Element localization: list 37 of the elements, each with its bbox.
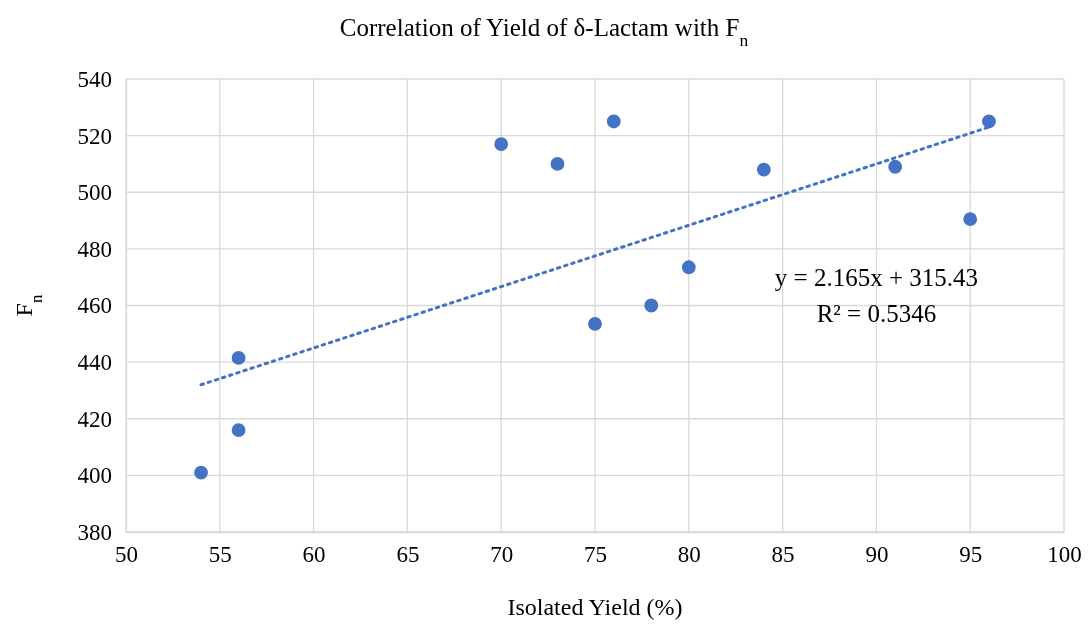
x-tick-label: 80 <box>677 542 701 568</box>
x-tick-label: 100 <box>1047 542 1082 568</box>
y-tick-label: 500 <box>77 180 112 206</box>
x-tick-label: 65 <box>396 542 420 568</box>
x-tick-label: 85 <box>771 542 795 568</box>
point <box>588 317 602 331</box>
point <box>194 465 208 480</box>
y-tick-label: 380 <box>77 519 112 545</box>
x-tick-label: 95 <box>959 542 983 568</box>
annotation: R² = 0.5346 <box>816 300 937 328</box>
x-tick-label: 55 <box>208 542 232 568</box>
point <box>606 114 621 129</box>
point <box>494 137 509 152</box>
y-tick-label: 480 <box>77 236 112 262</box>
y-tick-label: 520 <box>77 123 112 149</box>
point <box>963 212 978 227</box>
x-tick-label: 50 <box>115 542 138 568</box>
y-tick-label: 460 <box>77 293 112 319</box>
y-tick-label: 400 <box>77 463 112 489</box>
x-tick-label: 60 <box>302 542 326 568</box>
x-tick-label: 90 <box>865 542 889 568</box>
point <box>888 159 903 174</box>
point <box>231 423 246 437</box>
y-tick-label: 420 <box>77 406 112 432</box>
x-tick-label: 70 <box>490 542 514 568</box>
y-tick-label: 540 <box>77 66 112 92</box>
x-axis-title: Isolated Yield (%) <box>507 594 683 620</box>
point <box>644 298 659 313</box>
point <box>756 162 771 177</box>
chart-title: Correlation of Yield of δ-Lactam with F$_{n}$ <box>339 14 749 50</box>
x-tick-label: 75 <box>584 542 607 568</box>
point <box>681 260 696 275</box>
annotation: y = 2.165x + 315.43 <box>774 264 978 292</box>
point <box>550 157 565 171</box>
y-tick-label: 440 <box>77 349 112 375</box>
point <box>982 114 996 129</box>
point <box>231 350 246 365</box>
